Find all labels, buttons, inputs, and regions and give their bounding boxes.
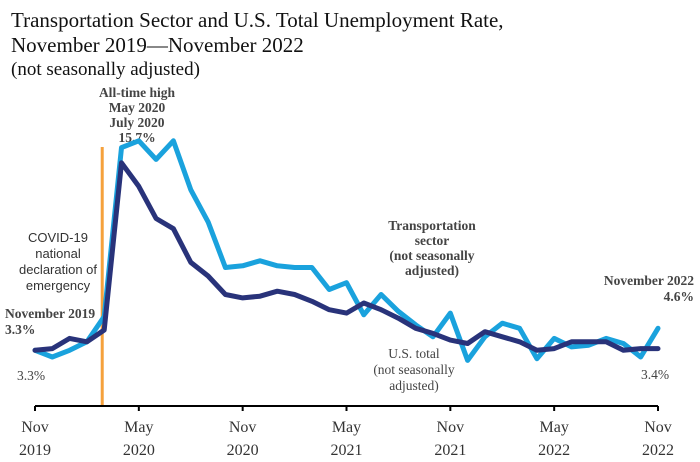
covid-annotation-line-1: COVID-19 xyxy=(28,230,88,245)
end-annotation-line-1: November 2022 xyxy=(604,273,694,288)
chart-subtitle: (not seasonally adjusted) xyxy=(11,59,200,80)
start-annotation-line-1: November 2019 xyxy=(5,306,95,321)
us-total-label-line-1: U.S. total xyxy=(388,346,440,361)
start-us-total-value: 3.3% xyxy=(17,368,45,383)
series-line-us-total xyxy=(32,160,661,353)
transportation-label-line-1: Transportation xyxy=(388,218,476,233)
start-annotation-value: 3.3% xyxy=(5,322,35,337)
chart-title-line-1: Transportation Sector and U.S. Total Une… xyxy=(11,8,504,32)
peak-annotation-value: 15.7% xyxy=(118,130,155,145)
x-tick-label-year: 2021 xyxy=(331,442,363,459)
x-tick-label-year: 2022 xyxy=(642,442,674,459)
x-tick-label-month: Nov xyxy=(437,419,465,436)
end-annotation-value: 4.6% xyxy=(664,289,694,304)
transportation-label-line-4: adjusted) xyxy=(405,263,459,278)
us-total-series-label: U.S. total (not seasonally adjusted) xyxy=(373,346,455,393)
x-tick-label-year: 2022 xyxy=(538,442,570,459)
x-tick-label-month: May xyxy=(332,419,361,436)
chart-title-line-2: November 2019—November 2022 xyxy=(11,33,304,57)
peak-annotation-line-3: July 2020 xyxy=(109,115,164,130)
us-total-label-line-2: (not seasonally xyxy=(373,362,455,377)
plot-area: Nov 2019 May 2020 Nov 2020 May 2021 Nov 2021 May 20… xyxy=(19,138,674,459)
peak-annotation-line-2: May 2020 xyxy=(109,100,166,115)
series-line-transportation xyxy=(32,138,661,363)
x-tick-label-year: 2021 xyxy=(434,442,466,459)
x-tick-label-month: Nov xyxy=(229,419,257,436)
covid-annotation: COVID-19 national declaration of emergen… xyxy=(19,230,97,293)
x-tick-label-month: Nov xyxy=(21,419,49,436)
transportation-label-line-3: (not seasonally xyxy=(389,248,474,263)
transportation-label-line-2: sector xyxy=(415,233,449,248)
us-total-label-line-3: adjusted) xyxy=(389,378,439,393)
transportation-series-label: Transportation sector (not seasonally ad… xyxy=(388,218,476,278)
x-tick-label-year: 2020 xyxy=(227,442,259,459)
x-tick-label-year: 2019 xyxy=(19,442,51,459)
x-tick-label-month: May xyxy=(124,419,153,436)
covid-annotation-line-3: declaration of xyxy=(19,262,97,277)
peak-annotation-line-1: All-time high xyxy=(99,85,176,100)
x-tick-label-month: May xyxy=(540,419,569,436)
covid-annotation-line-4: emergency xyxy=(26,278,91,293)
covid-annotation-line-2: national xyxy=(35,246,81,261)
x-tick-label-month: Nov xyxy=(644,419,672,436)
peak-annotation: All-time high May 2020 July 2020 15.7% xyxy=(99,85,176,145)
end-us-total-value: 3.4% xyxy=(641,367,669,382)
x-tick-label-year: 2020 xyxy=(123,442,155,459)
